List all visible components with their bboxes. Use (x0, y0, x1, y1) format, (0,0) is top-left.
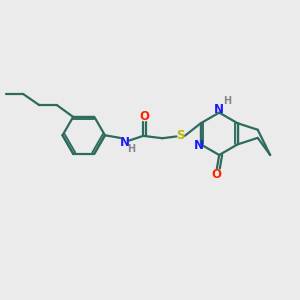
Text: H: H (224, 96, 232, 106)
Text: H: H (128, 143, 136, 154)
Text: O: O (140, 110, 150, 123)
Text: N: N (120, 136, 130, 149)
Text: O: O (211, 168, 221, 181)
Text: S: S (176, 129, 185, 142)
Text: N: N (214, 103, 224, 116)
Text: N: N (194, 140, 204, 152)
